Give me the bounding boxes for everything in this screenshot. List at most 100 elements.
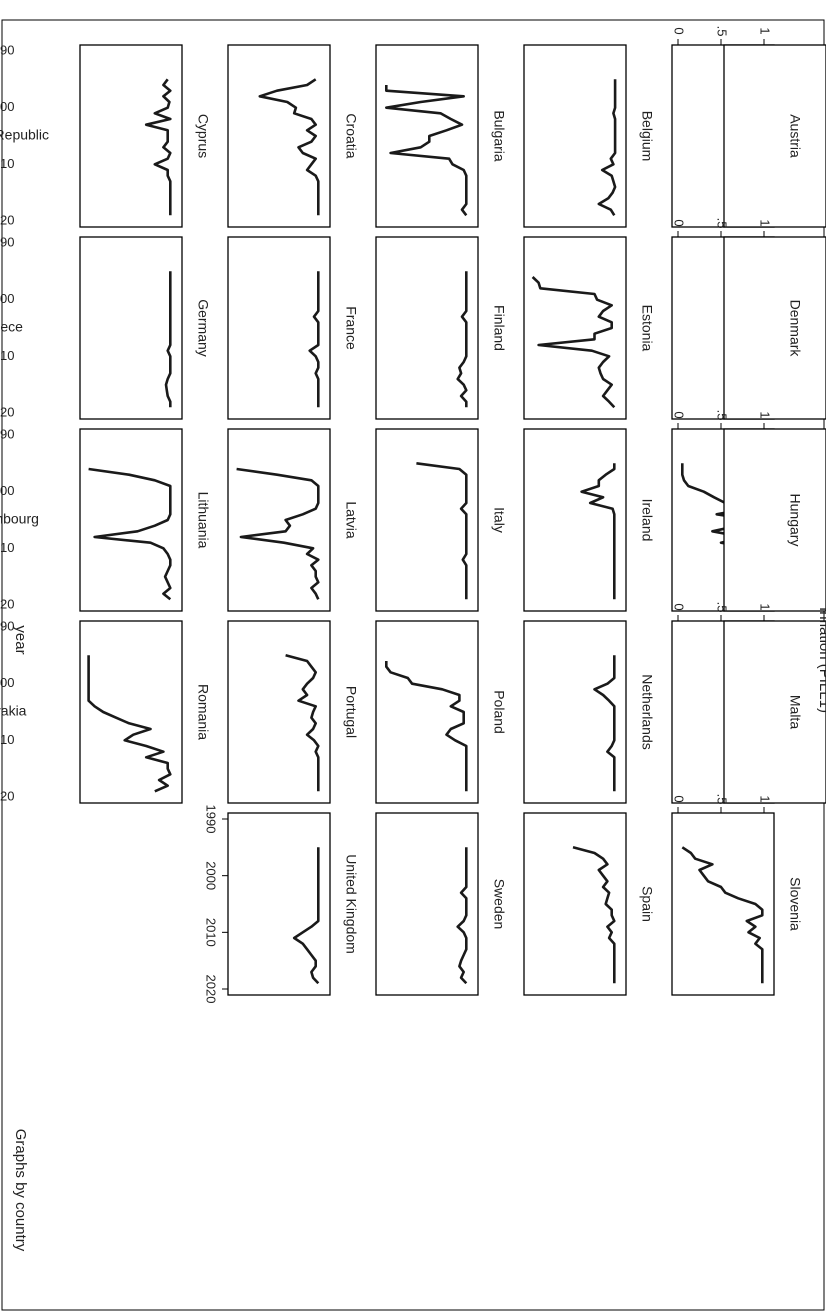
y-tick-label: 1 bbox=[758, 219, 773, 226]
x-tick-label: 1990 bbox=[0, 234, 14, 249]
y-tick-label: 1 bbox=[758, 603, 773, 610]
x-tick-label: 2000 bbox=[204, 861, 219, 890]
panel-title-germany: Germany bbox=[195, 299, 211, 357]
panel-united-kingdom bbox=[227, 812, 331, 996]
panel-slovenia bbox=[671, 807, 775, 996]
x-tick-label: 2020 bbox=[0, 212, 14, 227]
panel-frame bbox=[375, 44, 479, 228]
panel-cyprus bbox=[79, 44, 183, 228]
panel-title-latvia: Latvia bbox=[343, 501, 359, 539]
panel-estonia bbox=[523, 236, 627, 420]
x-tick-label: 2000 bbox=[0, 99, 14, 114]
panel-lithuania bbox=[79, 428, 183, 612]
panel-title-united-kingdom: United Kingdom bbox=[343, 854, 359, 954]
panel-france bbox=[227, 236, 331, 420]
panel-title-belgium: Belgium bbox=[639, 111, 655, 162]
x-axis-title: year bbox=[12, 625, 29, 654]
y-tick-label: 0 bbox=[672, 603, 687, 610]
series-line-france bbox=[308, 271, 320, 408]
x-tick-label: 2020 bbox=[0, 788, 14, 803]
x-tick-label: 2000 bbox=[0, 675, 14, 690]
panel-bulgaria bbox=[375, 44, 479, 228]
panel-frame bbox=[79, 428, 183, 612]
panel-frame bbox=[723, 44, 826, 228]
labels-layer: Austria Belgium Bulgaria Croatia Cyprus Czech… bbox=[0, 26, 826, 1252]
x-tick-label: 2010 bbox=[0, 156, 14, 171]
series-line-belgium bbox=[597, 79, 617, 216]
panel-frame bbox=[723, 428, 826, 612]
panel-title-slovenia: Slovenia bbox=[787, 877, 803, 931]
panel-title-greece: Greece bbox=[0, 319, 23, 335]
panel-title-france: France bbox=[343, 306, 359, 350]
panel-frame bbox=[375, 428, 479, 612]
x-tick-label: 1990 bbox=[0, 426, 14, 441]
panel-frame bbox=[79, 236, 183, 420]
series-line-lithuania bbox=[88, 467, 172, 601]
panel-title-malta: Malta bbox=[787, 695, 803, 729]
panel-spain bbox=[523, 812, 627, 996]
panel-title-sweden: Sweden bbox=[491, 879, 507, 930]
panel-croatia bbox=[227, 44, 331, 228]
panel-sweden bbox=[375, 812, 479, 996]
panel-title-portugal: Portugal bbox=[343, 686, 359, 738]
panel-frame bbox=[227, 428, 331, 612]
series-line-spain bbox=[572, 846, 616, 984]
series-line-slovenia bbox=[681, 846, 764, 984]
panel-title-denmark: Denmark bbox=[787, 300, 803, 358]
panel-title-luxembourg: Luxembourg bbox=[0, 511, 39, 527]
panel-title-italy: Italy bbox=[491, 507, 507, 533]
series-line-estonia bbox=[531, 276, 616, 409]
panel-frame bbox=[523, 44, 627, 228]
series-line-cyprus bbox=[144, 78, 172, 216]
panel-frame bbox=[523, 428, 627, 612]
series-line-ireland bbox=[580, 463, 616, 600]
x-tick-label: 2010 bbox=[204, 918, 219, 947]
panel-title-bulgaria: Bulgaria bbox=[491, 110, 507, 162]
panel-belgium bbox=[523, 44, 627, 228]
panel-title-romania: Romania bbox=[195, 684, 211, 740]
panel-frame bbox=[523, 812, 627, 996]
panel-frame bbox=[227, 812, 331, 996]
panel-title-ireland: Ireland bbox=[639, 499, 655, 542]
panel-title-austria: Austria bbox=[787, 114, 803, 158]
x-tick-label: 2020 bbox=[0, 404, 14, 419]
y-axis-title: Inflation (PILL1) bbox=[816, 607, 826, 713]
panel-czech-republic bbox=[723, 44, 826, 228]
panel-romania bbox=[79, 620, 183, 804]
x-tick-label: 1990 bbox=[204, 805, 219, 834]
x-tick-label: 1990 bbox=[0, 618, 14, 633]
panel-frame bbox=[79, 44, 183, 228]
panel-frame bbox=[79, 620, 183, 804]
panel-title-croatia: Croatia bbox=[343, 113, 359, 158]
y-tick-label: 0 bbox=[672, 411, 687, 418]
panel-title-finland: Finland bbox=[491, 305, 507, 351]
y-tick-label: .5 bbox=[715, 602, 730, 613]
panel-title-slovakia: Slovakia bbox=[0, 703, 27, 719]
note-caption: Graphs by country bbox=[12, 1129, 29, 1252]
panel-luxembourg bbox=[723, 428, 826, 612]
series-line-netherlands bbox=[593, 655, 616, 792]
y-tick-label: 0 bbox=[672, 27, 687, 34]
panel-poland bbox=[375, 620, 479, 804]
panel-portugal bbox=[227, 620, 331, 804]
y-tick-label: .5 bbox=[715, 26, 730, 37]
panel-frame bbox=[671, 812, 775, 996]
x-tick-label: 1990 bbox=[0, 42, 14, 57]
panel-greece bbox=[723, 237, 826, 420]
panel-title-czech-republic: Czech Republic bbox=[0, 127, 49, 143]
series-line-united-kingdom bbox=[292, 847, 320, 985]
series-line-finland bbox=[456, 271, 468, 408]
x-tick-label: 2010 bbox=[0, 348, 14, 363]
series-line-italy bbox=[416, 462, 468, 600]
panel-frame bbox=[227, 44, 331, 228]
panel-ireland bbox=[523, 428, 627, 612]
y-tick-label: 0 bbox=[672, 219, 687, 226]
series-line-poland bbox=[385, 661, 468, 792]
x-tick-label: 2020 bbox=[0, 596, 14, 611]
plot-area bbox=[1, 20, 826, 1311]
panel-frame bbox=[375, 236, 479, 420]
y-tick-label: 0 bbox=[672, 795, 687, 802]
panel-title-spain: Spain bbox=[639, 886, 655, 922]
panel-frame bbox=[523, 620, 627, 804]
